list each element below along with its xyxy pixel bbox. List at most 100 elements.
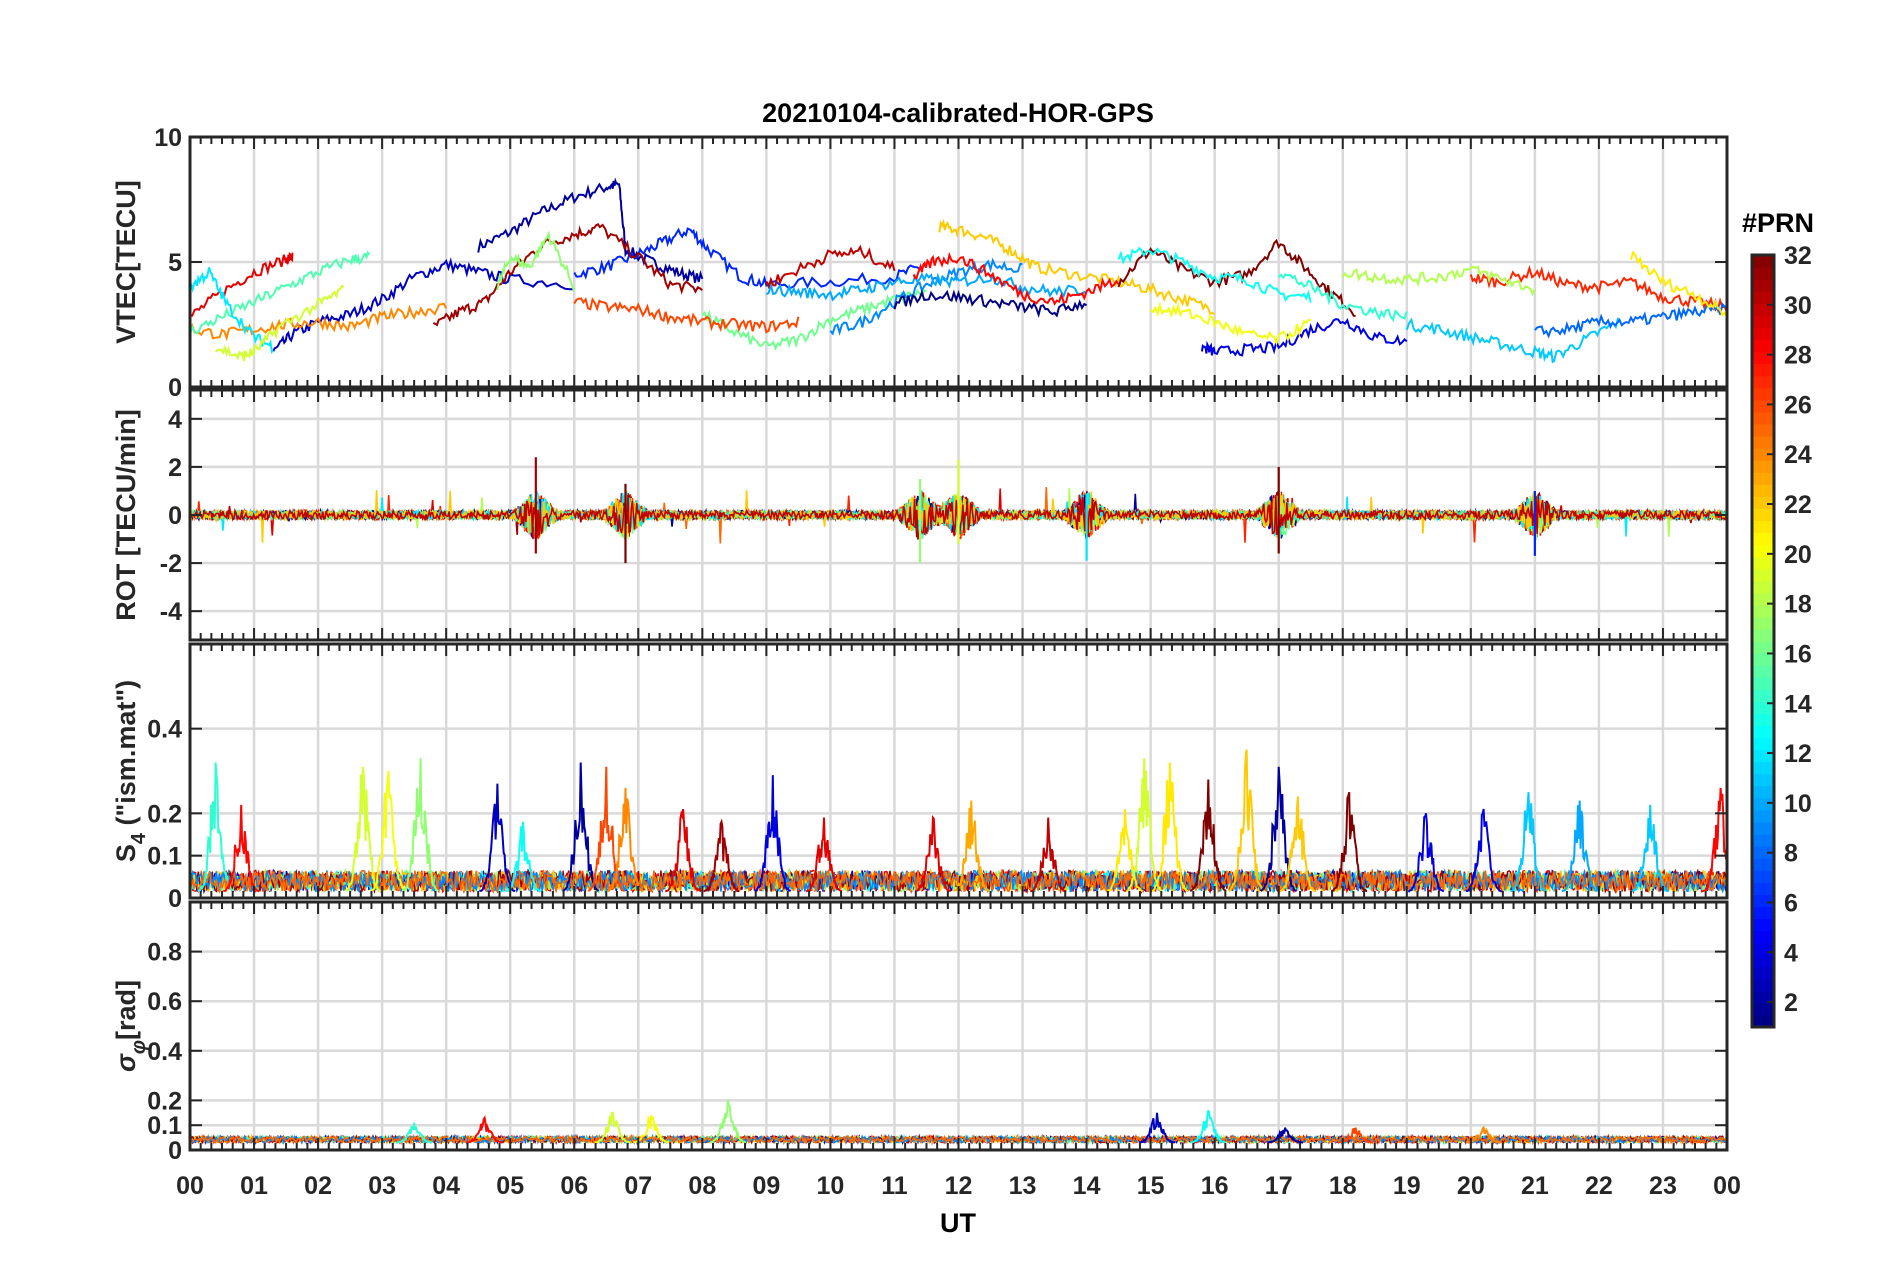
series-prn-10 xyxy=(765,271,1088,302)
y-tick-label: 10 xyxy=(154,124,182,152)
colorbar-segment xyxy=(1752,592,1774,606)
series-prn-12 xyxy=(190,267,274,354)
y-tick-label: 0.4 xyxy=(147,716,182,744)
colorbar-segment xyxy=(1752,399,1774,413)
y-tick-label: -2 xyxy=(160,550,182,578)
colorbar-tick-label: 4 xyxy=(1784,939,1798,967)
plot-frame xyxy=(188,900,1729,1152)
peak-trace xyxy=(1151,762,1189,893)
peak-trace xyxy=(952,800,990,893)
colorbar-tick-label: 28 xyxy=(1784,342,1812,370)
series-prn-1 xyxy=(893,289,1088,318)
y-tick-label: 0 xyxy=(168,374,182,402)
colorbar-tick-label: 16 xyxy=(1784,640,1812,668)
colorbar-segment xyxy=(1752,990,1774,1004)
colorbar-segment xyxy=(1752,966,1774,980)
colorbar-segment xyxy=(1752,797,1774,811)
colorbar-title: #PRN xyxy=(1742,208,1814,238)
x-tick-label: 05 xyxy=(496,1172,524,1200)
peak-trace xyxy=(197,762,234,892)
colorbar-segment xyxy=(1752,303,1774,316)
colorbar-segment xyxy=(1752,858,1774,871)
x-tick-label: 00 xyxy=(1713,1172,1741,1200)
y-tick-label: 0 xyxy=(168,1137,182,1165)
y-axis-label: ROT [TECU/min] xyxy=(111,409,141,620)
x-tick-label: 01 xyxy=(240,1172,268,1200)
colorbar-segment xyxy=(1752,532,1774,546)
x-tick-label: 10 xyxy=(817,1172,845,1200)
panel-3: 00.10.20.4S4 ("ism.mat") xyxy=(111,642,1729,913)
peak-trace xyxy=(1407,813,1445,893)
colorbar-segment xyxy=(1752,773,1774,787)
y-axis-label: VTEC[TECU] xyxy=(111,180,141,344)
figure-title: 20210104-calibrated-HOR-GPS xyxy=(762,98,1154,128)
plot-frame xyxy=(188,388,1729,642)
peak-trace xyxy=(1138,1112,1176,1144)
colorbar-tick-label: 12 xyxy=(1784,740,1812,768)
peak-trace xyxy=(1189,779,1227,892)
x-tick-label: 12 xyxy=(945,1172,973,1200)
colorbar-tick-label: 2 xyxy=(1784,989,1798,1017)
series-prn-15 xyxy=(190,250,371,335)
colorbar-tick-label: 22 xyxy=(1784,491,1812,519)
x-tick-label: 20 xyxy=(1457,1172,1485,1200)
x-tick-label: 21 xyxy=(1521,1172,1549,1200)
series-prn-8 xyxy=(1534,302,1727,339)
y-tick-label: 0 xyxy=(168,885,182,913)
colorbar-tick-label: 14 xyxy=(1784,690,1812,718)
y-tick-label: 0.4 xyxy=(147,1038,182,1066)
colorbar-tick-label: 6 xyxy=(1784,889,1798,917)
colorbar-segment xyxy=(1752,978,1774,992)
peak-trace xyxy=(805,817,843,893)
peak-trace xyxy=(703,818,740,893)
peak-trace xyxy=(1702,787,1727,892)
colorbar-segment xyxy=(1752,677,1774,690)
peak-trace xyxy=(665,808,702,893)
peak-trace xyxy=(914,814,952,893)
colorbar-segment xyxy=(1752,291,1774,304)
peak-trace xyxy=(562,762,600,892)
x-tick-label: 22 xyxy=(1585,1172,1613,1200)
peak-trace xyxy=(594,1111,631,1144)
colorbar-segment xyxy=(1752,472,1774,485)
panel-2: -4 -2 0 2 4 ROT [TECU/min] xyxy=(111,388,1729,642)
y-axis-label-rest: ("ism.mat") xyxy=(111,680,141,833)
colorbar-tick-label: 24 xyxy=(1784,441,1812,469)
x-tick-label: 03 xyxy=(368,1172,396,1200)
peak-trace xyxy=(1260,766,1297,892)
x-tick-label: 00 xyxy=(176,1172,204,1200)
series-prn-3 xyxy=(272,257,575,352)
colorbar-segment xyxy=(1752,604,1774,618)
y-axis-label-rest: [rad] xyxy=(111,980,141,1040)
colorbar-segment xyxy=(1752,363,1774,377)
colorbar-segment xyxy=(1752,508,1774,521)
x-tick-label: 09 xyxy=(752,1172,780,1200)
colorbar-segment xyxy=(1752,616,1774,630)
colorbar-segment xyxy=(1752,568,1774,582)
colorbar-tick-label: 20 xyxy=(1784,541,1812,569)
colorbar-segment xyxy=(1752,870,1774,883)
colorbar-segment xyxy=(1752,882,1774,895)
y-tick-label: 0.2 xyxy=(147,800,182,828)
colorbar-segment xyxy=(1752,484,1774,497)
x-tick-label: 14 xyxy=(1073,1172,1101,1200)
colorbar-segment xyxy=(1752,906,1774,920)
y-tick-label: 0.8 xyxy=(147,939,182,967)
series-prn-6 xyxy=(573,227,927,290)
colorbar-segment xyxy=(1752,918,1774,932)
peak-trace xyxy=(1465,808,1502,893)
series-prn-28 xyxy=(912,251,1120,306)
colorbar-segment xyxy=(1752,435,1774,449)
colorbar-segment xyxy=(1752,255,1774,268)
peak-trace xyxy=(370,770,408,893)
y-tick-label: 0.1 xyxy=(147,1112,182,1140)
y-tick-label: 4 xyxy=(168,406,182,434)
y-tick-label: 5 xyxy=(168,249,182,277)
colorbar-segment xyxy=(1752,834,1774,847)
x-tick-label: 16 xyxy=(1201,1172,1229,1200)
x-tick-label: 11 xyxy=(881,1172,908,1200)
y-tick-label: 0.1 xyxy=(147,843,182,871)
series-prn-31 xyxy=(432,223,703,327)
x-tick-label: 19 xyxy=(1393,1172,1421,1200)
colorbar-tick-label: 10 xyxy=(1784,790,1812,818)
